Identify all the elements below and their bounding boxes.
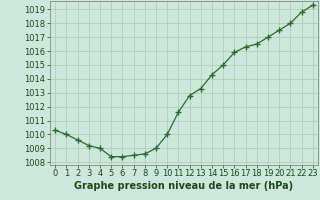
X-axis label: Graphe pression niveau de la mer (hPa): Graphe pression niveau de la mer (hPa) bbox=[75, 181, 293, 191]
